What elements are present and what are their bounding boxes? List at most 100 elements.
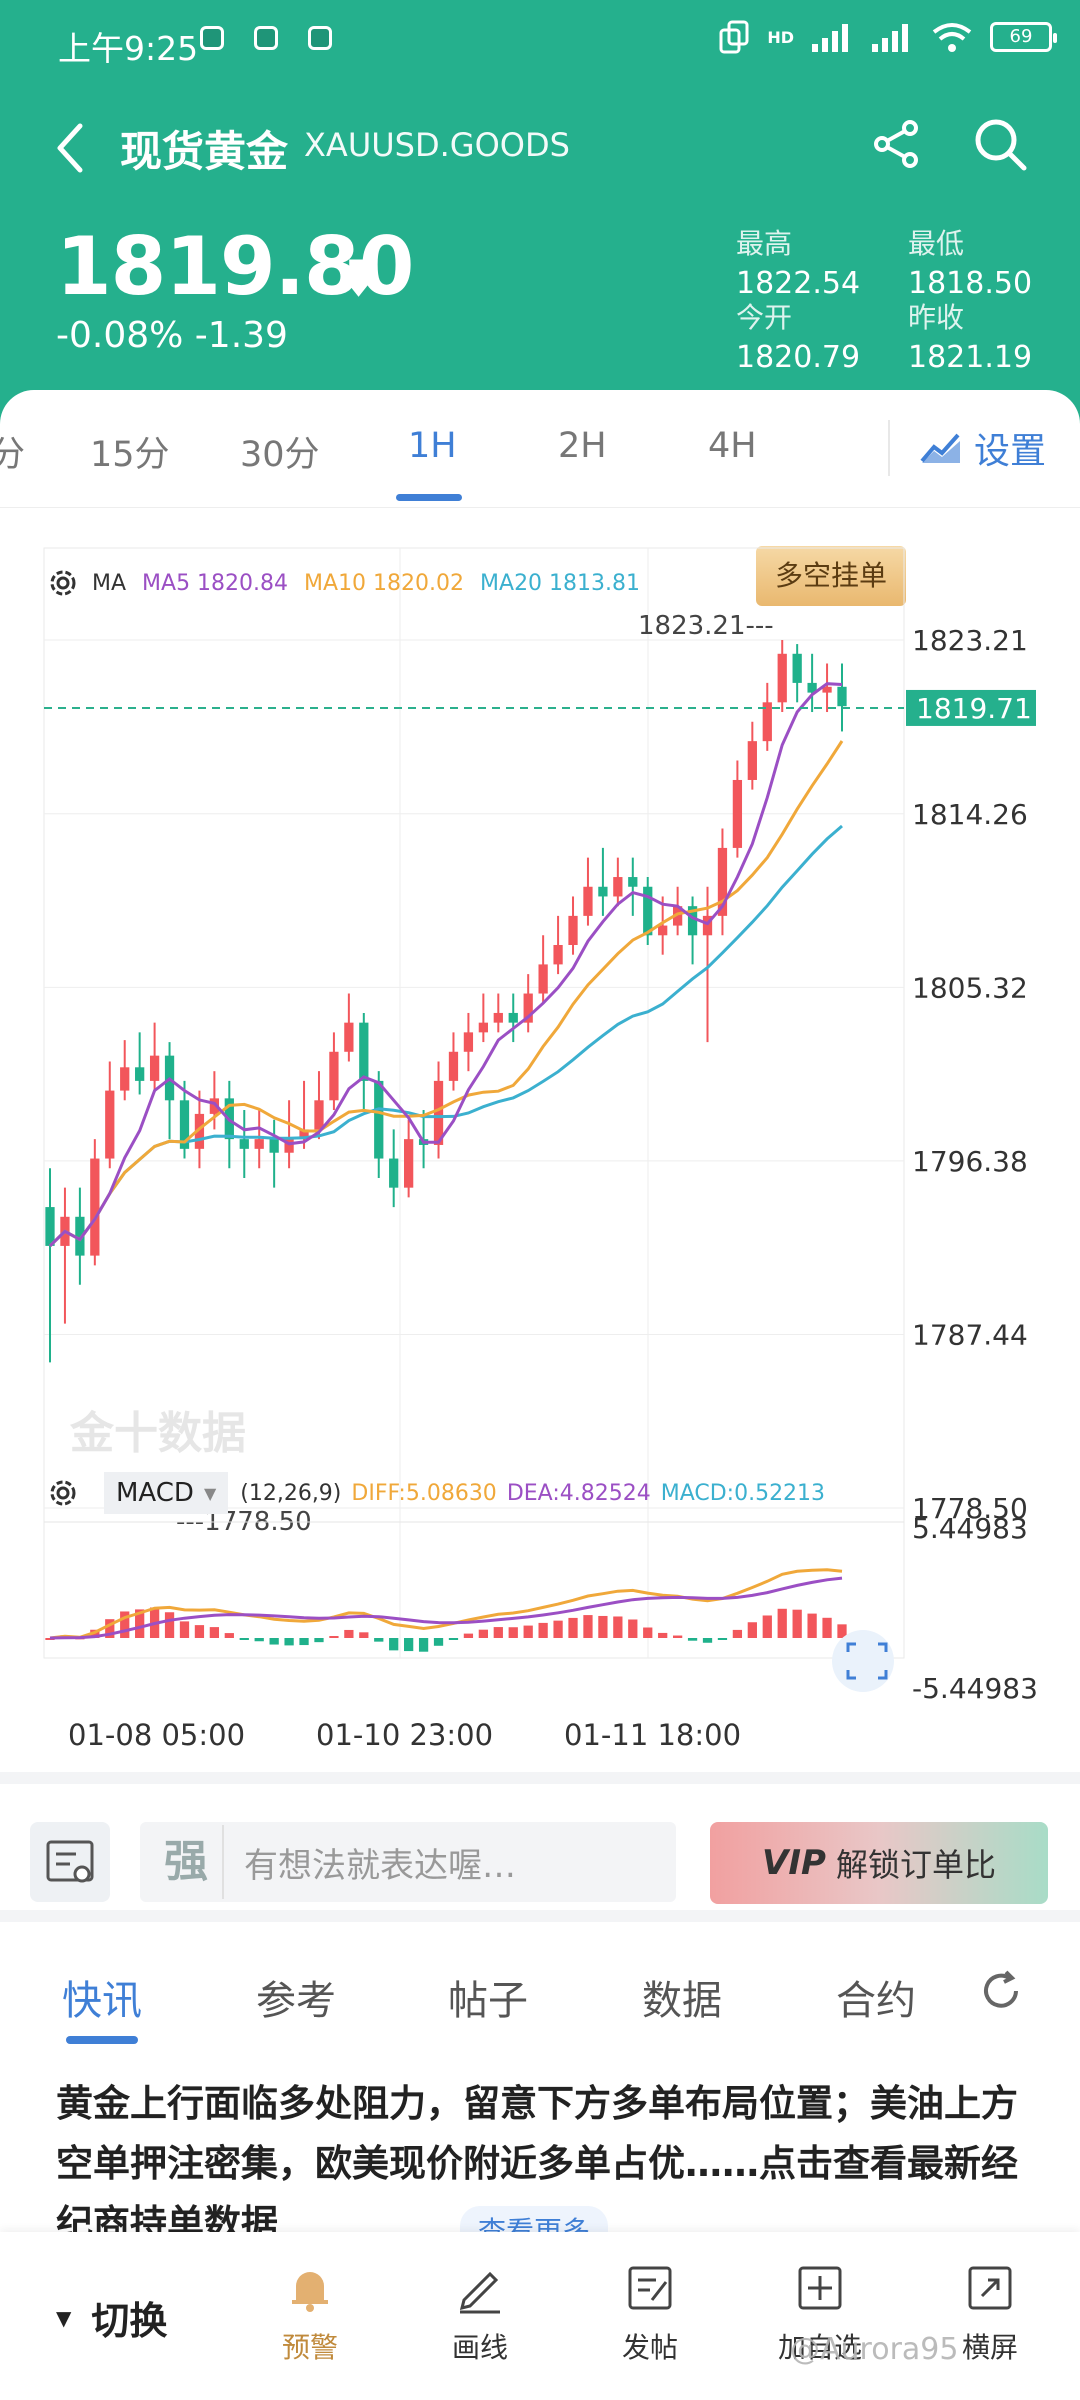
macd-params: (12,26,9) [240,1480,342,1506]
macd-value: MACD:0.52213 [660,1480,826,1506]
stat-low-label: 最低 [908,227,965,260]
ma5-line [48,682,843,1247]
unlock-order-ratio-button[interactable]: VIP 解锁订单比 [710,1822,1048,1904]
current-price-tag-bg [906,689,1036,726]
candle-body [90,1158,100,1256]
macd-histogram-bar [792,1609,802,1638]
tab-news-flash[interactable]: 快讯 [62,1978,142,2024]
macd-y-tick: 5.44983 [912,1512,1028,1545]
plus-square-icon [798,2266,842,2310]
indicator-select[interactable]: MACD ▼ [104,1472,229,1514]
vip-label: 解锁订单比 [835,1846,996,1884]
nav-add-watchlist[interactable]: 加自选 [760,2260,880,2366]
stat-prev-label: 昨收 [908,301,965,334]
candle-body [254,1139,264,1149]
stat-prev-value: 1821.19 [908,340,1033,375]
search-icon[interactable] [970,114,1030,174]
rotate-icon [719,20,749,54]
bottom-nav: ▼ 切换 预警 画线 发帖 加自选 横屏 @Aurora95 [0,2232,1080,2400]
ma5-value: MA5 1820.84 [142,570,289,596]
macd-histogram-bar [598,1615,608,1638]
candle-body [643,886,653,936]
candle-body [179,1100,190,1149]
macd-histogram-bar [583,1615,593,1638]
candle-body [135,1067,145,1081]
tab-reference[interactable]: 参考 [256,1978,336,2024]
macd-histogram-bar [418,1638,429,1652]
period-tabs: 分 15分 30分 1H 2H 4H 设置 [0,390,1080,508]
candle-body [732,779,743,848]
macd-histogram-bar [553,1620,563,1638]
nav-alert[interactable]: 预警 [250,2260,370,2366]
comment-input[interactable]: 强 有想法就表达喔… [140,1822,676,1902]
tab-data[interactable]: 数据 [642,1978,722,2024]
tab-period-2h[interactable]: 2H [558,426,607,466]
macd-histogram-bar [299,1638,309,1646]
status-bar: 上午9:25 HD 69 [0,0,1080,84]
tab-posts[interactable]: 帖子 [448,1978,528,2024]
candle-body [105,1090,115,1159]
nav-landscape[interactable]: 横屏 [930,2260,1050,2366]
candle-body [314,1100,324,1130]
battery-icon: 69 [990,22,1057,52]
nav-draw-line-label: 画线 [451,2331,508,2364]
long-short-order-button[interactable]: 多空挂单 [756,546,906,606]
tab-period-30m[interactable]: 30分 [240,435,320,475]
macd-histogram-bar [777,1608,787,1638]
stat-low: 最低 1818.50 [908,222,1032,301]
y-tick-label: 1778.50 [912,1492,1028,1525]
candle-body [553,944,563,965]
tab-period-4h[interactable]: 4H [708,426,757,466]
max-price-annotation: 1823.21--- [638,611,774,641]
nav-post[interactable]: 发帖 [590,2260,710,2366]
news-headline[interactable]: 黄金上行面临多处阻力，留意下方多单布局位置；美油上方空单押注密集，欧美现价附近多… [56,2082,1018,2234]
candle-body [658,925,668,936]
symbol-code: XAUUSD.GOODS [304,126,570,164]
macd-histogram-bar [45,1638,55,1640]
macd-histogram-bar [672,1635,683,1638]
gear-icon[interactable] [44,564,82,602]
note-settings-icon [46,1840,94,1883]
candle-body [777,653,787,703]
tab-contract[interactable]: 合约 [836,1978,916,2024]
price-change: -0.08% -1.39 [56,315,288,356]
x-tick: 01-10 23:00 [316,1718,494,1752]
candle-body [299,1129,309,1140]
refresh-icon[interactable] [976,1966,1026,2016]
candlestick-chart[interactable]: 1823.21 1814.26 1805.32 1796.38 1787.44 1778.… [0,508,1080,1708]
header: 上午9:25 HD 69 现货黄金 XAUUSD.GOODS 1819.80 🡇… [0,0,1080,430]
watermark-text: @Aurora95 [790,2332,959,2367]
macd-histogram-bar [254,1638,264,1642]
macd-histogram-bar [478,1629,488,1638]
order-note-button[interactable] [30,1822,110,1902]
stat-open-label: 今开 [736,301,793,334]
fullscreen-icon[interactable] [832,1630,894,1692]
nav-draw-line[interactable]: 画线 [420,2260,540,2366]
macd-diff: DIFF:5.08630 [351,1480,497,1506]
nav-post-label: 发帖 [621,2331,678,2364]
chart-settings-button[interactable]: 设置 [920,422,1046,474]
macd-histogram-bar [135,1609,145,1638]
share-icon[interactable] [868,116,924,172]
gear-icon[interactable] [44,1474,82,1512]
candle-body [792,653,802,683]
avatar: 强 [150,1825,224,1899]
tab-period-1h[interactable]: 1H [408,426,457,466]
macd-histogram-bar [284,1638,294,1646]
macd-histogram-bar [747,1622,757,1638]
switch-button[interactable]: ▼ 切换 [56,2290,167,2345]
ma10-value: MA10 1820.02 [304,570,465,596]
macd-histogram-bar [822,1617,832,1638]
candle-body [613,877,623,897]
tab-period-15m[interactable]: 15分 [90,435,170,475]
macd-histogram-bar [568,1617,578,1638]
back-icon[interactable] [46,118,96,178]
stat-open: 今开 1820.79 [736,296,860,375]
candle-body [762,702,772,742]
macd-histogram-bar [538,1622,548,1638]
stat-prev-close: 昨收 1821.19 [908,296,1032,375]
candle-body [523,993,533,1023]
tab-period-minute[interactable]: 分 [0,435,26,475]
macd-histogram-bar [209,1627,220,1638]
nav-landscape-label: 横屏 [961,2331,1018,2364]
